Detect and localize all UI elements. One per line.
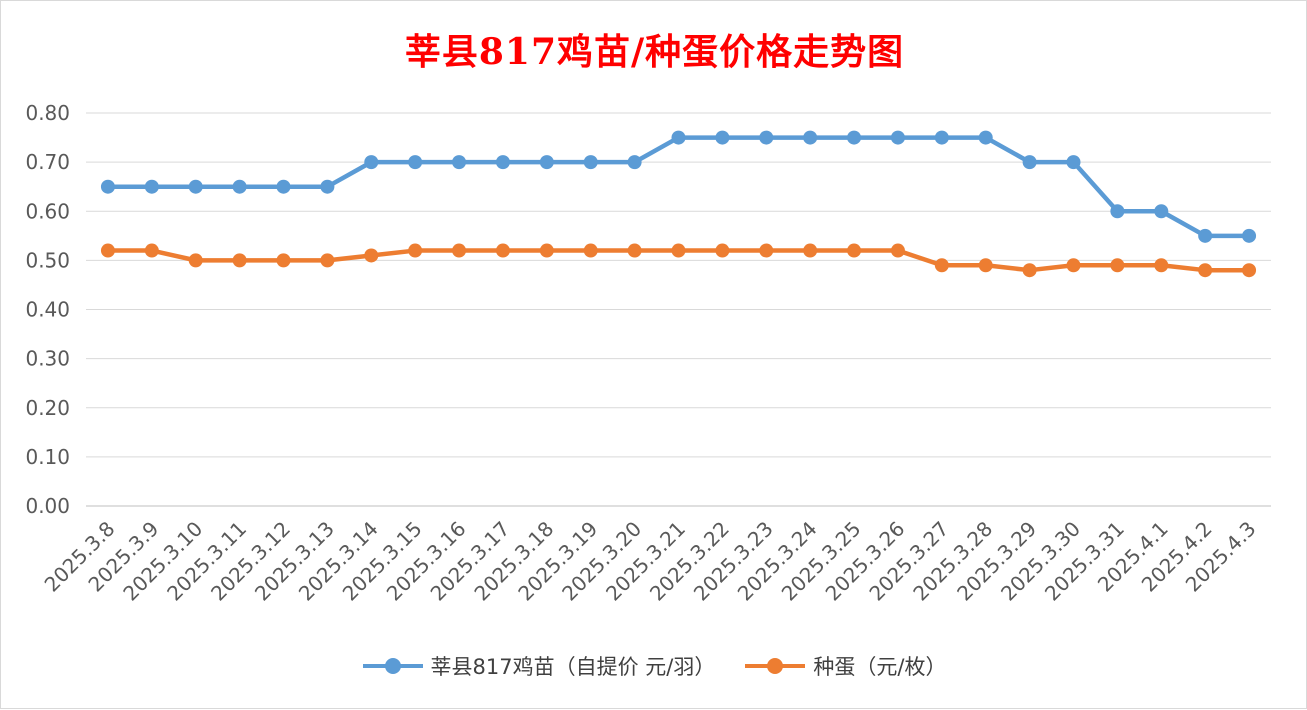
data-point-0 bbox=[759, 130, 774, 145]
y-tick-label: 0.20 bbox=[25, 396, 70, 420]
y-tick-label: 0.70 bbox=[25, 150, 70, 174]
data-point-0 bbox=[100, 179, 115, 194]
data-point-0 bbox=[1198, 228, 1213, 243]
data-point-1 bbox=[144, 243, 159, 258]
data-point-0 bbox=[627, 155, 642, 170]
data-point-0 bbox=[452, 155, 467, 170]
legend-item-chick[interactable]: 莘县817鸡苗（自提价 元/羽） bbox=[362, 651, 716, 681]
y-tick-label: 0.40 bbox=[25, 298, 70, 322]
data-point-1 bbox=[539, 243, 554, 258]
data-point-1 bbox=[627, 243, 642, 258]
data-point-0 bbox=[144, 179, 159, 194]
y-tick-label: 0.00 bbox=[25, 494, 70, 518]
data-point-0 bbox=[847, 130, 862, 145]
data-point-1 bbox=[100, 243, 115, 258]
data-point-1 bbox=[320, 253, 335, 268]
legend-label-chick: 莘县817鸡苗（自提价 元/羽） bbox=[430, 655, 716, 679]
legend-item-egg[interactable]: 种蛋（元/枚） bbox=[745, 651, 946, 681]
data-point-0 bbox=[495, 155, 510, 170]
chart-title: 莘县817鸡苗/种蛋价格走势图 bbox=[404, 31, 905, 73]
data-point-0 bbox=[1066, 155, 1081, 170]
data-point-0 bbox=[934, 130, 949, 145]
data-point-1 bbox=[232, 253, 247, 268]
data-point-0 bbox=[276, 179, 291, 194]
data-point-1 bbox=[583, 243, 598, 258]
y-tick-label: 0.80 bbox=[25, 101, 70, 125]
data-point-0 bbox=[1242, 228, 1257, 243]
legend-marker-egg bbox=[767, 658, 784, 674]
data-point-0 bbox=[364, 155, 379, 170]
data-point-0 bbox=[715, 130, 730, 145]
data-point-0 bbox=[1022, 155, 1037, 170]
data-point-1 bbox=[934, 258, 949, 273]
data-point-0 bbox=[408, 155, 423, 170]
data-point-0 bbox=[232, 179, 247, 194]
data-point-1 bbox=[495, 243, 510, 258]
data-point-1 bbox=[276, 253, 291, 268]
data-point-0 bbox=[1110, 204, 1125, 219]
y-tick-label: 0.60 bbox=[25, 199, 70, 223]
y-tick-label: 0.30 bbox=[25, 347, 70, 371]
y-tick-label: 0.10 bbox=[25, 445, 70, 469]
data-point-1 bbox=[452, 243, 467, 258]
data-point-1 bbox=[715, 243, 730, 258]
data-point-1 bbox=[408, 243, 423, 258]
legend: 莘县817鸡苗（自提价 元/羽） 种蛋（元/枚） bbox=[1, 651, 1307, 681]
data-point-0 bbox=[188, 179, 203, 194]
data-point-0 bbox=[890, 130, 905, 145]
data-point-1 bbox=[890, 243, 905, 258]
data-point-1 bbox=[847, 243, 862, 258]
data-point-1 bbox=[364, 248, 379, 263]
data-point-1 bbox=[671, 243, 686, 258]
data-point-1 bbox=[1198, 263, 1213, 278]
data-point-1 bbox=[1022, 263, 1037, 278]
data-point-1 bbox=[978, 258, 993, 273]
legend-label-egg: 种蛋（元/枚） bbox=[813, 655, 947, 679]
y-tick-label: 0.50 bbox=[25, 248, 70, 272]
data-point-1 bbox=[1154, 258, 1169, 273]
data-point-1 bbox=[1110, 258, 1125, 273]
legend-swatch-chick bbox=[362, 655, 423, 677]
data-point-0 bbox=[978, 130, 993, 145]
data-point-0 bbox=[539, 155, 554, 170]
legend-marker-chick bbox=[384, 658, 401, 674]
data-point-0 bbox=[583, 155, 598, 170]
data-point-0 bbox=[320, 179, 335, 194]
data-point-0 bbox=[803, 130, 818, 145]
legend-swatch-egg bbox=[745, 655, 806, 677]
data-point-0 bbox=[671, 130, 686, 145]
data-point-1 bbox=[188, 253, 203, 268]
data-point-1 bbox=[1066, 258, 1081, 273]
data-point-1 bbox=[1242, 263, 1257, 278]
data-point-0 bbox=[1154, 204, 1169, 219]
data-point-1 bbox=[759, 243, 774, 258]
data-point-1 bbox=[803, 243, 818, 258]
